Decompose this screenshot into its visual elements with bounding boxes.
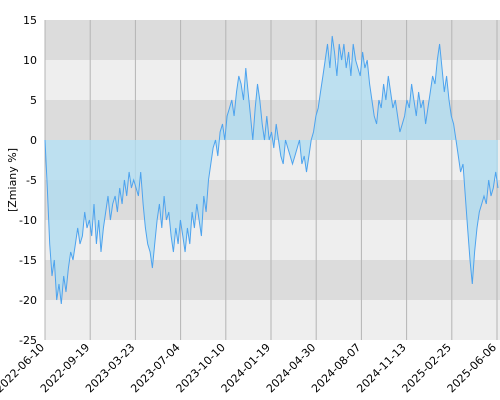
y-axis-ticks: 15 10 5 0 -5 -10 -15 -20 -25 [19,14,37,347]
y-tick-label: -20 [19,294,37,307]
band [45,260,500,300]
y-tick-label: 5 [30,94,37,107]
band [45,220,500,260]
band [45,60,500,100]
y-tick-label: 0 [30,134,37,147]
y-tick-label: 10 [23,54,37,67]
x-axis-ticks: 2022-06-102022-09-192023-03-232023-07-04… [0,341,499,395]
data-area [44,35,499,305]
y-tick-label: -25 [19,334,37,347]
y-tick-label: -10 [19,214,37,227]
y-tick-label: -15 [19,254,37,267]
area-fill [45,36,498,304]
series-line [44,35,499,305]
y-tick-label: -5 [26,174,37,187]
y-tick-label: 15 [23,14,37,27]
band [45,300,500,340]
background-bands [45,20,500,340]
y-axis-label: [Zmiany %] [6,148,19,212]
band [45,20,500,60]
